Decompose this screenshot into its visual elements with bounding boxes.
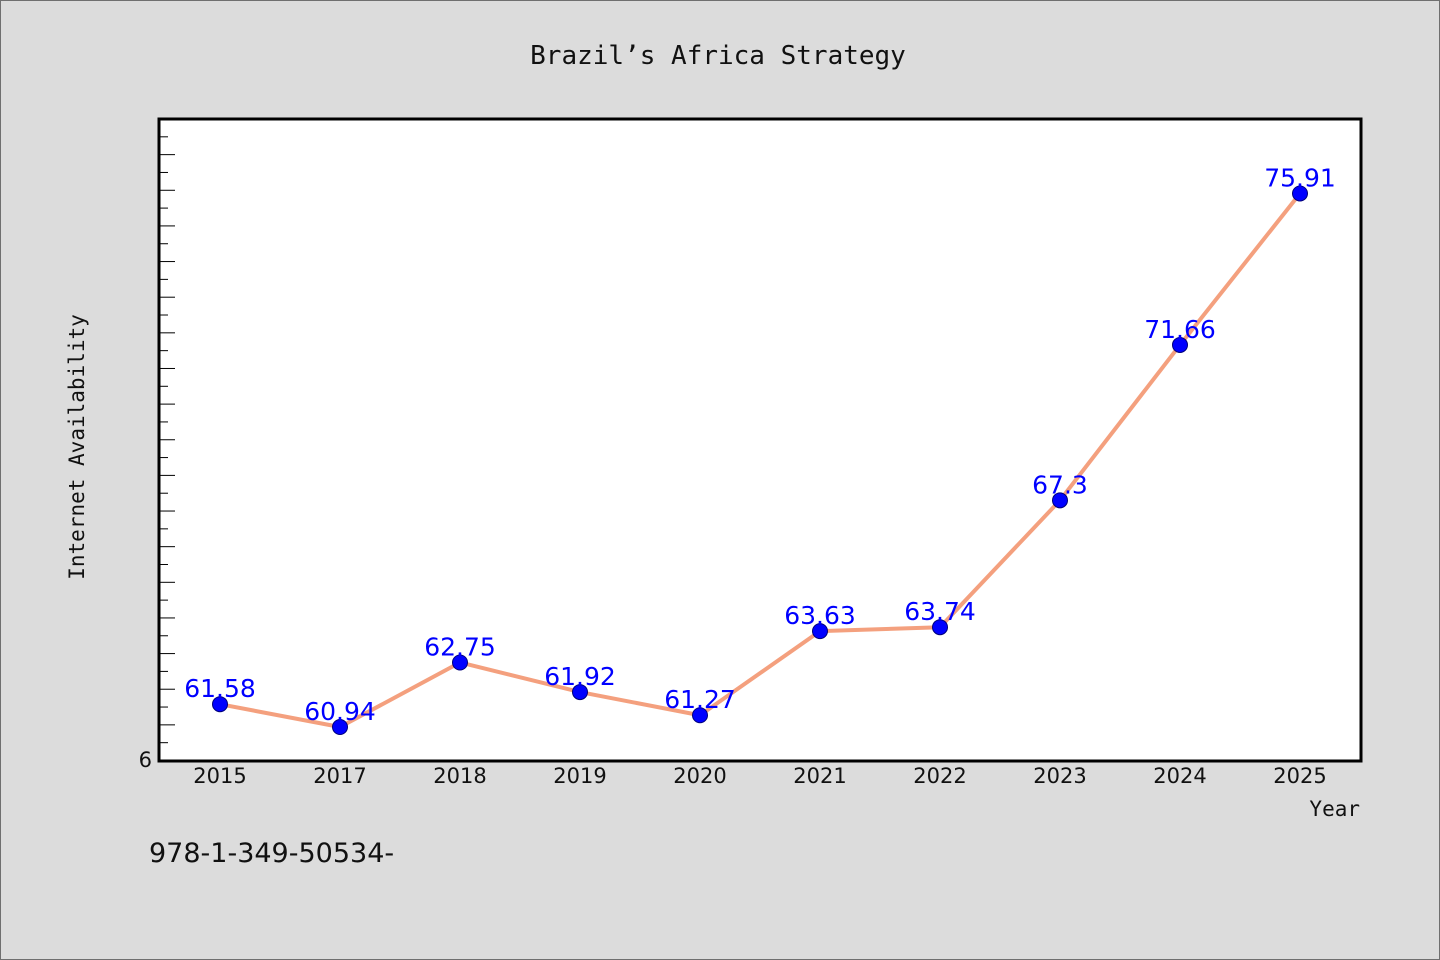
data-label: 62.75 xyxy=(424,632,496,661)
data-label: 60.94 xyxy=(304,697,376,726)
series-markers xyxy=(212,185,1308,735)
data-label: 67.3 xyxy=(1032,470,1088,499)
x-tick-label: 2021 xyxy=(793,764,846,788)
y-axis-label: Internet Availability xyxy=(65,314,89,580)
x-tick-label: 2025 xyxy=(1273,764,1326,788)
data-labels: 61.58 60.94 62.75 61.92 61.27 63.63 63.74 67.3 7… xyxy=(184,163,1336,726)
plot-area xyxy=(157,117,1363,763)
x-tick-label: 2015 xyxy=(193,764,246,788)
y-tick-label: 6 xyxy=(139,748,152,772)
x-tick-label: 2020 xyxy=(673,764,726,788)
data-label: 71.66 xyxy=(1144,315,1216,344)
data-label: 61.27 xyxy=(664,685,736,714)
x-tick-label: 2022 xyxy=(913,764,966,788)
x-tick-label: 2023 xyxy=(1033,764,1086,788)
data-label: 63.63 xyxy=(784,601,856,630)
data-point xyxy=(932,619,948,636)
y-axis-ticks xyxy=(160,136,175,744)
data-label: 61.92 xyxy=(544,662,616,691)
data-label: 63.74 xyxy=(904,597,976,626)
data-point xyxy=(812,623,828,640)
data-point xyxy=(692,707,708,724)
series-line xyxy=(218,191,1302,729)
data-point xyxy=(572,684,588,701)
data-point xyxy=(452,654,468,671)
x-tick-label: 2024 xyxy=(1153,764,1206,788)
data-point xyxy=(1052,492,1068,509)
x-tick-label: 2019 xyxy=(553,764,606,788)
data-point xyxy=(1172,336,1188,353)
chart-title: Brazil’s Africa Strategy xyxy=(530,41,906,71)
data-label: 61.58 xyxy=(184,674,256,703)
x-axis-label: Year xyxy=(1309,797,1360,821)
data-point xyxy=(332,718,348,735)
x-tick-label: 2018 xyxy=(433,764,486,788)
data-point xyxy=(1292,185,1308,202)
footer-isbn: 978-1-349-50534- xyxy=(149,838,394,869)
x-axis-tick-labels: 2015 2017 2018 2019 2020 2021 2022 2023 2024 2025 xyxy=(193,764,1326,788)
data-point xyxy=(212,696,228,713)
x-tick-label: 2017 xyxy=(313,764,366,788)
data-label: 75.91 xyxy=(1264,163,1336,192)
